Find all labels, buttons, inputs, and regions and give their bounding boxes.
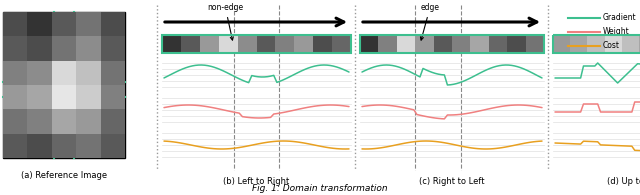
Bar bbox=[553, 35, 570, 53]
Bar bbox=[489, 35, 507, 53]
Bar bbox=[200, 35, 219, 53]
Bar bbox=[49, 63, 84, 110]
Bar bbox=[360, 35, 544, 53]
Text: (a) Reference Image: (a) Reference Image bbox=[21, 170, 107, 180]
Bar bbox=[378, 35, 397, 53]
Bar bbox=[257, 35, 275, 53]
Text: Cost: Cost bbox=[603, 42, 620, 51]
Bar bbox=[162, 35, 351, 53]
Bar bbox=[622, 35, 639, 53]
Text: Weight: Weight bbox=[603, 27, 630, 36]
Bar bbox=[275, 35, 294, 53]
Text: $I_r(x,y)$: $I_r(x,y)$ bbox=[63, 20, 104, 76]
Bar bbox=[588, 35, 605, 53]
Bar bbox=[313, 35, 332, 53]
Bar bbox=[294, 35, 313, 53]
Bar bbox=[332, 35, 351, 53]
Bar bbox=[452, 35, 470, 53]
Text: Fig. 1: Domain transformation: Fig. 1: Domain transformation bbox=[252, 184, 388, 193]
Bar bbox=[605, 35, 622, 53]
Bar bbox=[360, 35, 378, 53]
Bar bbox=[507, 35, 525, 53]
Bar bbox=[553, 35, 640, 53]
Text: Gradient: Gradient bbox=[603, 13, 637, 22]
Bar bbox=[415, 35, 434, 53]
Text: non-edge: non-edge bbox=[207, 3, 243, 40]
Bar bbox=[181, 35, 200, 53]
Bar bbox=[639, 35, 640, 53]
Bar bbox=[470, 35, 489, 53]
Bar bbox=[237, 35, 257, 53]
Bar bbox=[162, 35, 181, 53]
Bar bbox=[525, 35, 544, 53]
Bar bbox=[397, 35, 415, 53]
Bar bbox=[3, 12, 125, 158]
Bar bbox=[570, 35, 588, 53]
Text: (b) Left to Right: (b) Left to Right bbox=[223, 177, 290, 186]
Text: edge: edge bbox=[420, 3, 440, 40]
Text: (c) Right to Left: (c) Right to Left bbox=[419, 177, 484, 186]
Text: (d) Up to Down: (d) Up to Down bbox=[607, 177, 640, 186]
Bar bbox=[434, 35, 452, 53]
Bar bbox=[219, 35, 237, 53]
